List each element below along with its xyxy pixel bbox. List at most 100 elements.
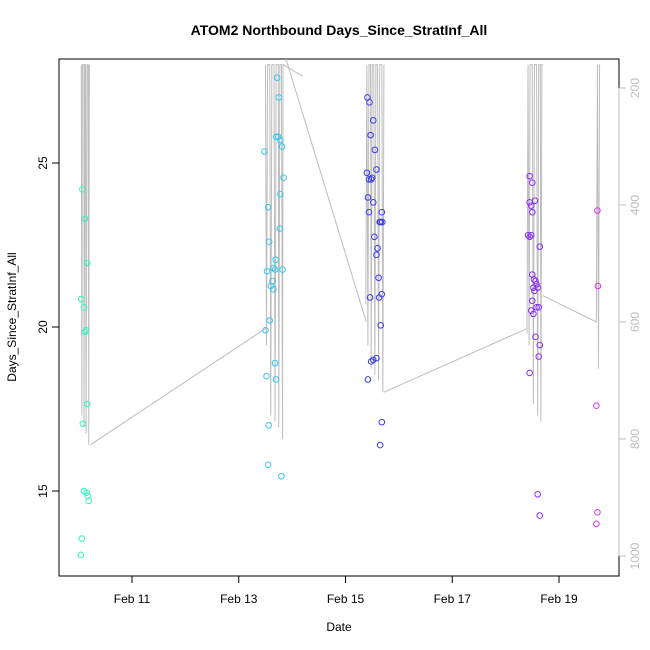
data-point [593,402,600,410]
data-point [526,233,533,241]
right-y-tick-label: 600 [628,312,642,332]
data-point [271,266,279,273]
data-point [535,304,543,311]
data-point [262,326,269,334]
plot-frame [58,58,620,577]
data-point [270,264,277,272]
data-point [270,285,277,293]
data-point [532,333,539,341]
plot-area: Feb 11 Feb 13 Feb 15 Feb 17 Feb 19 15 20 25 200 4… [36,58,642,606]
data-point [365,208,373,216]
data-point [527,202,535,209]
data-point [526,369,533,377]
data-point [374,244,381,252]
data-point [594,207,601,214]
data-point [524,231,532,239]
y-tick-label: 20 [36,320,50,334]
data-point [594,282,602,290]
data-point [536,512,544,519]
data-point [369,199,377,206]
data-point [367,131,374,139]
data-point [81,328,89,336]
data-point [264,203,272,211]
data-point [80,304,88,311]
data-point [272,133,280,141]
data-point [536,341,544,349]
transit-line [90,327,267,446]
right-y-tick-label: 800 [628,429,642,449]
data-point [277,136,284,144]
data-point [534,490,541,498]
data-point [272,376,280,383]
data-point [273,74,281,82]
data-point [277,190,284,198]
data-point [532,277,539,285]
data-point [377,322,385,329]
data-point [280,174,287,182]
data-point [278,472,285,480]
data-point [275,94,283,101]
data-point [265,238,273,246]
data-point [83,259,91,267]
data-point [84,492,91,500]
altitude-line [80,63,601,445]
data-point [369,117,377,124]
data-point [593,520,600,528]
data-point [363,169,371,177]
data-point [535,353,543,360]
data-point [77,295,85,303]
data-point [371,146,379,154]
data-point [78,535,86,542]
data-point [373,354,380,362]
data-point [364,194,372,201]
data-point [79,420,87,428]
y-tick-label: 25 [36,156,50,170]
data-point [529,208,536,216]
data-point [378,290,386,298]
data-point [379,218,386,226]
data-point [264,461,272,469]
x-tick-label: Feb 11 [114,592,151,606]
data-point [266,317,274,324]
y-tick-label: 15 [36,484,50,498]
data-point [378,208,386,216]
data-point [527,231,535,239]
data-point [278,143,286,150]
data-point [83,400,91,408]
x-tick-label: Feb 17 [434,592,472,606]
transit-line [542,295,597,323]
data-point [527,307,535,314]
data-point [371,233,378,241]
transit-line [285,59,367,323]
data-point [263,372,270,380]
chart-title: ATOM2 Northbound Days_Since_StratInf_All [191,22,488,38]
data-point [531,287,538,295]
data-point [367,358,375,365]
x-axis-label: Date [326,620,352,634]
data-point [536,243,544,250]
data-point [368,174,376,182]
data-point [279,266,286,273]
x-tick-label: Feb 13 [220,592,258,606]
data-point [276,225,284,232]
data-point [265,422,272,429]
data-point [367,176,375,183]
data-point [271,359,279,367]
data-point [364,376,372,383]
data-point [85,497,93,505]
right-y-tick-label: 1000 [628,542,642,569]
data-point [82,326,90,334]
data-point [79,185,86,193]
data-point [366,294,374,301]
data-point [530,310,537,318]
data-point [261,148,268,155]
data-point [529,179,536,186]
data-point [530,276,538,283]
data-point [530,284,537,291]
data-point [365,176,373,183]
data-point [594,509,601,516]
data-point [375,274,382,282]
data-point [531,197,539,205]
data-point [529,297,536,305]
